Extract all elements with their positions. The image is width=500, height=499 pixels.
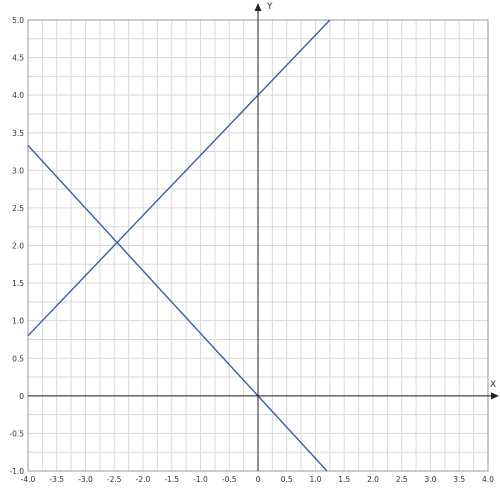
y-tick-label: 1.5 <box>12 279 24 288</box>
y-tick-label: 4.0 <box>12 91 24 100</box>
x-tick-label: 2.5 <box>396 475 408 484</box>
x-axis-arrow <box>491 392 499 400</box>
x-tick-label: -1.5 <box>164 475 179 484</box>
x-tick-label: 0 <box>256 475 261 484</box>
y-tick-label: 0 <box>19 392 24 401</box>
x-tick-label: -3.0 <box>78 475 93 484</box>
x-tick-label: -4.0 <box>21 475 36 484</box>
x-tick-label: -0.5 <box>222 475 237 484</box>
series-line-1 <box>27 19 331 337</box>
tick-labels: -4.0 -3.5 -3.0 -2.5 -2.0 -1.5 -1.0 -0.5 0 0.5 1.0 1… <box>9 16 494 484</box>
x-tick-label: 3.0 <box>425 475 437 484</box>
x-tick-label: -1.0 <box>193 475 208 484</box>
series-group <box>27 19 331 472</box>
x-axis-label: X <box>490 380 496 390</box>
y-tick-label: 4.5 <box>12 54 24 63</box>
y-tick-label: -0.5 <box>9 429 24 438</box>
x-tick-label: 2.0 <box>367 475 379 484</box>
x-tick-label: -2.5 <box>107 475 122 484</box>
y-tick-label: -1.0 <box>9 467 24 476</box>
x-tick-label: 4.0 <box>482 475 494 484</box>
x-tick-label: 0.5 <box>281 475 293 484</box>
y-axis-arrow <box>254 3 262 11</box>
y-tick-label: 3.0 <box>12 166 24 175</box>
y-tick-label: 1.0 <box>12 317 24 326</box>
x-tick-label: -3.5 <box>49 475 64 484</box>
x-tick-label: -2.0 <box>136 475 151 484</box>
y-tick-label: 5.0 <box>12 16 24 25</box>
y-tick-label: 2.5 <box>12 204 24 213</box>
series-line-2 <box>27 145 328 472</box>
x-tick-label: 1.0 <box>310 475 322 484</box>
x-tick-label: 1.5 <box>338 475 350 484</box>
x-tick-label: 3.5 <box>453 475 465 484</box>
axes <box>28 3 499 471</box>
y-tick-label: 2.0 <box>12 242 24 251</box>
y-tick-label: 3.5 <box>12 129 24 138</box>
y-tick-label: 0.5 <box>12 354 24 363</box>
y-axis-label: Y <box>266 2 273 12</box>
